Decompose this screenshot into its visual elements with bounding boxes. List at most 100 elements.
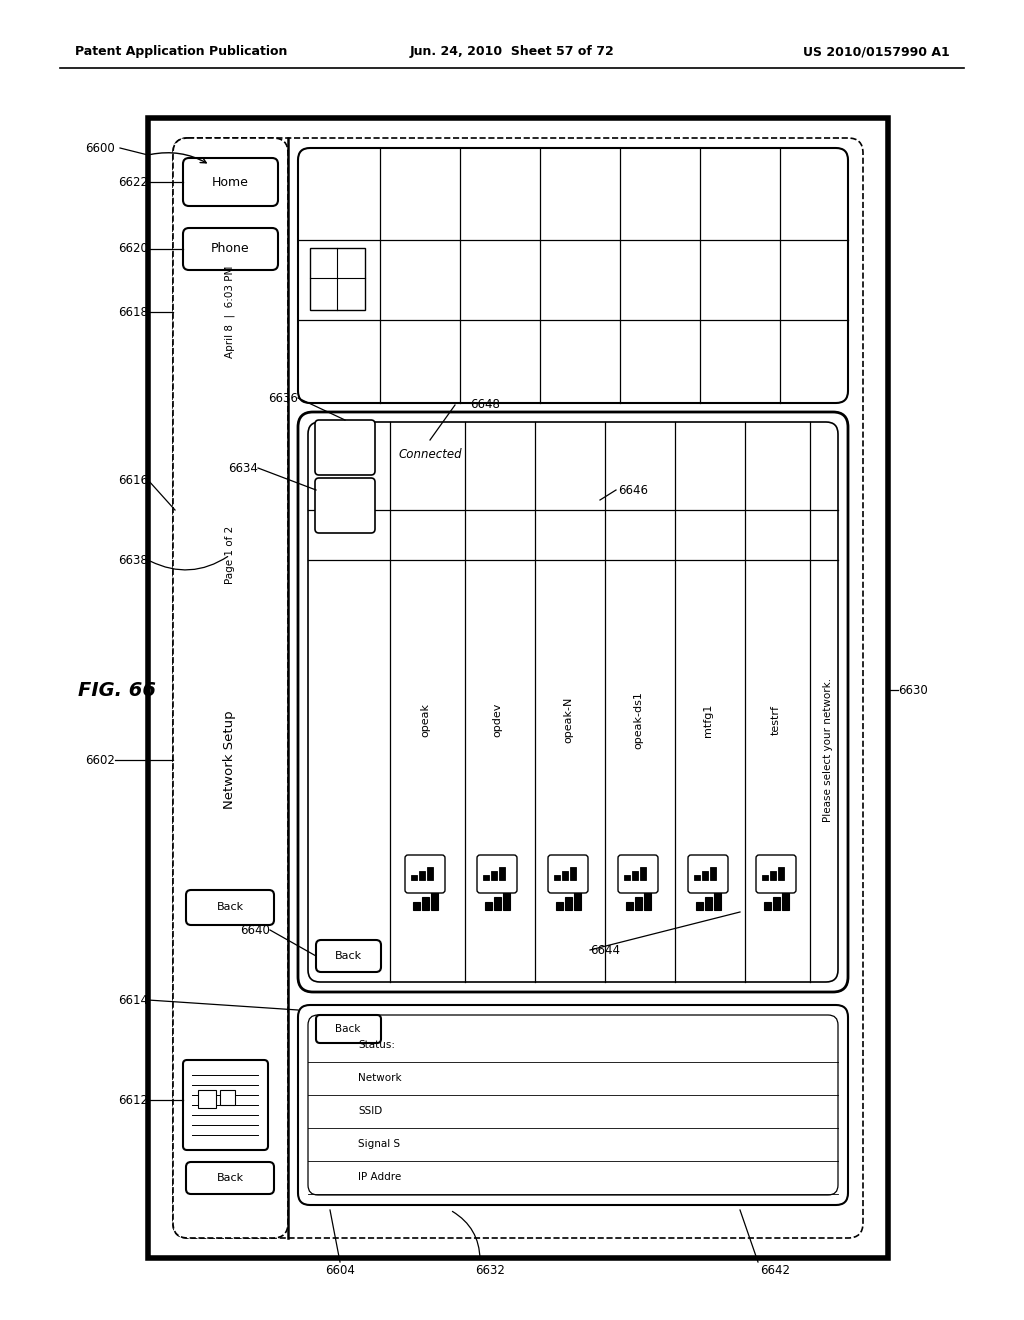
- Bar: [714, 892, 721, 909]
- Bar: [778, 867, 784, 880]
- Bar: [565, 898, 572, 909]
- Text: 6616: 6616: [118, 474, 148, 487]
- FancyBboxPatch shape: [477, 855, 517, 894]
- Text: testrf: testrf: [771, 705, 781, 735]
- Bar: [570, 867, 575, 880]
- Bar: [702, 871, 708, 880]
- Bar: [694, 875, 700, 880]
- Bar: [556, 902, 563, 909]
- Bar: [494, 898, 501, 909]
- Bar: [782, 892, 790, 909]
- Text: Phone: Phone: [211, 243, 249, 256]
- Bar: [574, 892, 581, 909]
- FancyBboxPatch shape: [316, 1015, 381, 1043]
- FancyBboxPatch shape: [298, 148, 848, 403]
- Text: FIG. 66: FIG. 66: [78, 681, 156, 700]
- FancyBboxPatch shape: [183, 1060, 268, 1150]
- Bar: [562, 871, 568, 880]
- Text: Back: Back: [335, 1024, 360, 1034]
- Text: 6632: 6632: [475, 1263, 505, 1276]
- Bar: [422, 898, 429, 909]
- Bar: [490, 871, 497, 880]
- Bar: [483, 875, 489, 880]
- Bar: [762, 875, 768, 880]
- Text: 6602: 6602: [85, 754, 115, 767]
- FancyBboxPatch shape: [315, 420, 375, 475]
- Text: 6640: 6640: [240, 924, 270, 936]
- Text: 6604: 6604: [325, 1263, 355, 1276]
- Bar: [624, 875, 630, 880]
- Bar: [310, 248, 365, 310]
- FancyBboxPatch shape: [316, 940, 381, 972]
- Bar: [198, 1090, 216, 1107]
- Text: 6636: 6636: [268, 392, 298, 404]
- Text: 6600: 6600: [85, 141, 115, 154]
- Bar: [626, 902, 633, 909]
- Bar: [499, 867, 505, 880]
- Bar: [710, 867, 716, 880]
- FancyBboxPatch shape: [756, 855, 796, 894]
- FancyBboxPatch shape: [618, 855, 658, 894]
- Bar: [640, 867, 646, 880]
- Text: Jun. 24, 2010  Sheet 57 of 72: Jun. 24, 2010 Sheet 57 of 72: [410, 45, 614, 58]
- Text: 6612: 6612: [118, 1093, 148, 1106]
- Text: Back: Back: [335, 950, 361, 961]
- Bar: [764, 902, 771, 909]
- FancyBboxPatch shape: [173, 139, 288, 1238]
- Bar: [554, 875, 560, 880]
- FancyBboxPatch shape: [183, 228, 278, 271]
- Bar: [773, 898, 780, 909]
- Text: 6642: 6642: [760, 1263, 790, 1276]
- Text: Please select your network.: Please select your network.: [823, 678, 833, 822]
- Text: opeak-ds1: opeak-ds1: [633, 692, 643, 748]
- Text: US 2010/0157990 A1: US 2010/0157990 A1: [803, 45, 950, 58]
- Bar: [413, 902, 420, 909]
- Text: 6618: 6618: [118, 305, 148, 318]
- Text: 6648: 6648: [470, 399, 500, 412]
- Bar: [635, 898, 642, 909]
- FancyBboxPatch shape: [186, 1162, 274, 1195]
- Text: Home: Home: [212, 176, 249, 189]
- Text: IP Addre: IP Addre: [358, 1172, 401, 1181]
- Text: Status:: Status:: [358, 1040, 395, 1049]
- Bar: [419, 871, 425, 880]
- FancyBboxPatch shape: [298, 1005, 848, 1205]
- Text: 6620: 6620: [118, 243, 148, 256]
- Bar: [485, 902, 492, 909]
- Text: 6644: 6644: [590, 944, 620, 957]
- Text: 6634: 6634: [228, 462, 258, 474]
- Bar: [503, 892, 510, 909]
- Text: 6614: 6614: [118, 994, 148, 1006]
- Text: Signal S: Signal S: [358, 1139, 400, 1148]
- FancyBboxPatch shape: [406, 855, 445, 894]
- Text: SSID: SSID: [358, 1106, 382, 1115]
- FancyBboxPatch shape: [548, 855, 588, 894]
- Text: 6622: 6622: [118, 176, 148, 189]
- Text: Network Setup: Network Setup: [223, 710, 237, 809]
- FancyBboxPatch shape: [183, 158, 278, 206]
- FancyBboxPatch shape: [308, 422, 838, 982]
- Bar: [427, 867, 433, 880]
- FancyBboxPatch shape: [173, 139, 863, 1238]
- FancyBboxPatch shape: [308, 1015, 838, 1195]
- Bar: [431, 892, 438, 909]
- Text: opeak: opeak: [420, 704, 430, 737]
- Bar: [770, 871, 776, 880]
- Bar: [644, 892, 651, 909]
- Text: Patent Application Publication: Patent Application Publication: [75, 45, 288, 58]
- Text: April 8  |  6:03 PM: April 8 | 6:03 PM: [224, 265, 236, 358]
- Text: opeak-N: opeak-N: [563, 697, 573, 743]
- Bar: [705, 898, 712, 909]
- Text: 6646: 6646: [618, 483, 648, 496]
- FancyBboxPatch shape: [688, 855, 728, 894]
- Text: Back: Back: [216, 902, 244, 912]
- Text: 6638: 6638: [118, 553, 148, 566]
- Text: Connected: Connected: [398, 449, 462, 462]
- Bar: [632, 871, 638, 880]
- Text: 6630: 6630: [898, 684, 928, 697]
- Text: Back: Back: [216, 1173, 244, 1183]
- Text: opdev: opdev: [492, 702, 502, 737]
- FancyBboxPatch shape: [298, 412, 848, 993]
- Bar: [148, 117, 888, 1258]
- Text: Page 1 of 2: Page 1 of 2: [225, 525, 234, 585]
